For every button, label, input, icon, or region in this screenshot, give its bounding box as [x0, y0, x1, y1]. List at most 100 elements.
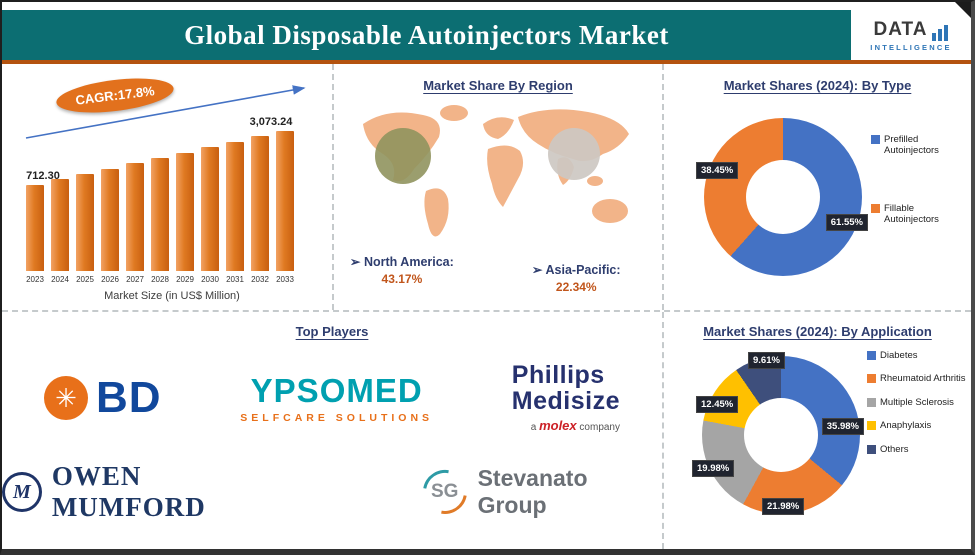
logo-subtitle: INTELLIGENCE — [870, 42, 952, 52]
bar — [76, 174, 94, 271]
legend-color-swatch — [867, 397, 876, 407]
legend-item: Others — [867, 444, 967, 455]
legend-item: Prefilled Autoinjectors — [871, 134, 963, 157]
donut-hole — [746, 160, 820, 234]
phillips-line2: Medisize — [511, 386, 620, 415]
bar-column — [126, 148, 144, 271]
world-map — [363, 105, 629, 237]
bar-column: 712.30 — [26, 170, 60, 271]
slice-percent-label: 21.98% — [762, 498, 805, 515]
slice-percent-label: 38.45% — [696, 162, 739, 179]
donut-hole — [744, 398, 818, 472]
legend-color-swatch — [867, 374, 876, 384]
page-title: Global Disposable Autoinjectors Market — [184, 19, 669, 50]
x-axis-label: 2029 — [176, 275, 194, 284]
type-donut: 61.55% 38.45% — [696, 118, 868, 276]
legend-color-swatch — [867, 421, 876, 431]
bar — [126, 163, 144, 271]
bar-column — [201, 132, 219, 271]
application-legend: Diabetes Rheumatoid Arthritis Multiple Scl… — [867, 350, 967, 455]
legend-label: Anaphylaxis — [880, 420, 932, 432]
asia-pacific-highlight — [548, 128, 600, 180]
panel-title: Market Shares (2024): By Type — [723, 78, 912, 93]
x-axis-label: 2023 — [26, 275, 44, 284]
legend-label: Prefilled Autoinjectors — [884, 134, 939, 157]
bar — [101, 169, 119, 271]
bar — [226, 142, 244, 271]
logo-text: DATA — [873, 18, 928, 40]
legend-label: Fillable Autoinjectors — [884, 202, 939, 226]
x-axis-label: 2030 — [201, 275, 219, 284]
panel-title: Top Players — [295, 324, 369, 339]
legend-label: Rheumatoid Arthritis — [880, 373, 966, 385]
region-value: 43.17% — [381, 272, 423, 286]
bar — [151, 158, 169, 271]
north-america-highlight — [375, 128, 431, 184]
phillips-medisize-logo: Phillips Medisize a molex company — [511, 361, 620, 433]
ypsomed-tagline: SELFCARE SOLUTIONS — [240, 412, 434, 424]
slice-percent-label: 9.61% — [748, 352, 785, 369]
owen-mumford-logo: M OWEN MUMFORD — [2, 461, 302, 523]
bar-chart-icon — [930, 24, 949, 41]
bar — [276, 131, 294, 271]
brand-logo: DATA INTELLIGENCE — [851, 10, 971, 60]
bd-star-icon: ✳ — [44, 376, 88, 420]
x-axis-label: 2025 — [76, 275, 94, 284]
legend-label: Others — [880, 443, 909, 455]
molex-tagline: a molex company — [530, 418, 620, 433]
slice-percent-label: 61.55% — [825, 214, 868, 231]
chart-caption: Market Size (in US$ Million) — [104, 290, 240, 302]
legend-color-swatch — [867, 444, 876, 454]
legend-label: Multiple Sclerosis — [880, 396, 954, 408]
bar-value-label: 3,073.24 — [249, 116, 293, 128]
bar-column — [101, 154, 119, 271]
x-axis-label: 2031 — [226, 275, 244, 284]
bottom-row: Top Players ✳ BD YPSOMED SELFCARE SOLUTI… — [2, 312, 971, 549]
owen-mumford-name: OWEN MUMFORD — [51, 461, 206, 522]
x-axis-label: 2028 — [151, 275, 169, 284]
phillips-line1: Phillips — [511, 361, 605, 389]
region-asia-pacific: ➢ Asia-Pacific: 22.34% — [532, 262, 621, 294]
legend-color-swatch — [871, 135, 880, 144]
years-row: 2023 2024 2025 2026 2027 2028 2029 2030 2031 2032… — [20, 275, 324, 284]
bar-column — [76, 159, 94, 271]
legend-item: Fillable Autoinjectors — [871, 203, 963, 226]
slice-percent-label: 35.98% — [821, 418, 864, 435]
x-axis-label: 2033 — [276, 275, 294, 284]
bd-logo: ✳ BD — [44, 373, 162, 423]
region-share-panel: Market Share By Region — [334, 64, 664, 310]
title-banner: Global Disposable Autoinjectors Market — [2, 10, 851, 60]
bar-chart: 712.30 3,073.24 2023 2024 2025 2026 2027 2028 2… — [20, 116, 324, 302]
legend-color-swatch — [867, 351, 876, 360]
legend-item: Rheumatoid Arthritis — [867, 373, 967, 384]
legend-label: Diabetes — [880, 350, 918, 361]
region-name: ➢ Asia-Pacific: — [532, 263, 621, 277]
bar-value-label: 712.30 — [26, 170, 60, 182]
panel-title: Market Share By Region — [423, 78, 573, 93]
x-axis-label: 2027 — [126, 275, 144, 284]
type-share-panel: Market Shares (2024): By Type 61.55% 38.4… — [664, 64, 971, 310]
region-value: 22.34% — [555, 280, 597, 294]
legend-item: Diabetes — [867, 350, 967, 361]
bar — [26, 185, 44, 271]
ypsomed-name: YPSOMED — [250, 372, 423, 409]
bar-column — [176, 138, 194, 271]
bar-column: 3,073.24 — [250, 116, 294, 271]
bar — [251, 136, 269, 271]
region-north-america: ➢ North America: 43.17% — [350, 254, 454, 286]
x-axis-label: 2032 — [251, 275, 269, 284]
stevanato-sg-icon: SG — [414, 461, 476, 523]
header-gap — [2, 2, 971, 10]
players-row-2: M OWEN MUMFORD SG Stevanato Group — [2, 461, 662, 523]
content: CAGR:17.8% 712.30 3,073.24 2023 2024 2025 20… — [2, 64, 971, 549]
bar — [51, 179, 69, 271]
top-row: CAGR:17.8% 712.30 3,073.24 2023 2024 2025 20… — [2, 64, 971, 312]
bar — [201, 147, 219, 271]
bar-column — [251, 121, 269, 271]
legend-color-swatch — [871, 203, 880, 213]
owen-mumford-monogram-icon: M — [2, 472, 42, 512]
ypsomed-logo: YPSOMED SELFCARE SOLUTIONS — [240, 372, 433, 424]
application-donut: 35.98% 21.98% 19.98% 12.45% 9.61% — [692, 352, 864, 515]
market-size-panel: CAGR:17.8% 712.30 3,073.24 2023 2024 2025 20… — [2, 64, 334, 310]
players-row-1: ✳ BD YPSOMED SELFCARE SOLUTIONS Phillips… — [2, 361, 662, 433]
